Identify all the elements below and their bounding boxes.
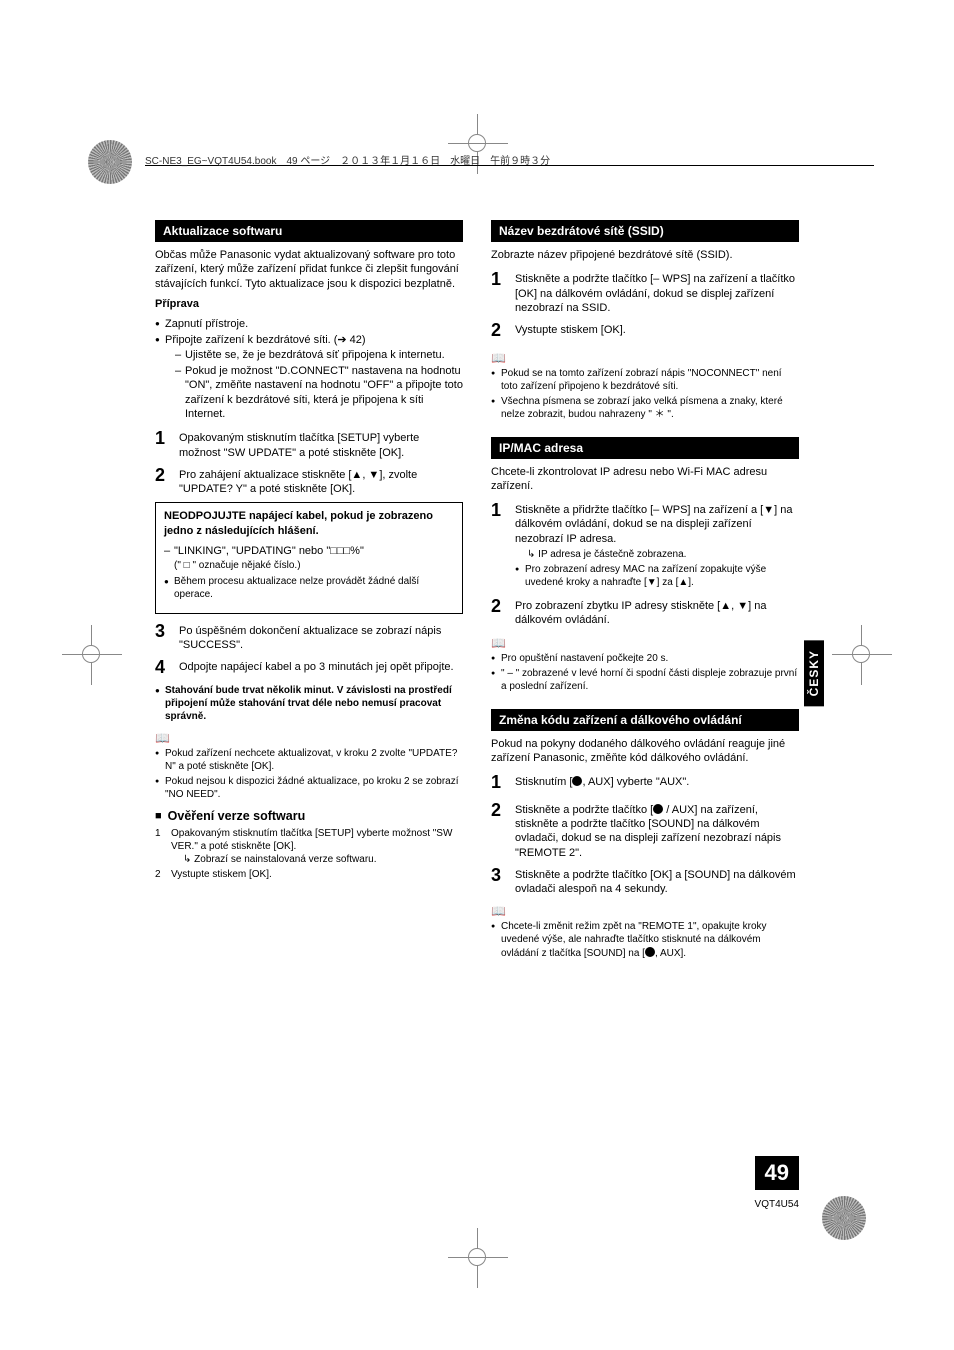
- subsection-head: Ověření verze softwaru: [155, 809, 463, 823]
- bluetooth-icon: [645, 947, 655, 957]
- intro-text: Zobrazte název připojené bezdrátové sítě…: [491, 248, 799, 262]
- crosshair-right: [832, 625, 892, 685]
- step-2: 2 Pro zahájení aktualizace stiskněte [▲,…: [155, 464, 463, 497]
- note-item: Pokud nejsou k dispozici žádné aktualiza…: [155, 775, 463, 801]
- sub-steps: 1 Opakovaným stisknutím tlačítka [SETUP]…: [155, 827, 463, 881]
- header-rule: SC-NE3_EG~VQT4U54.book 49 ページ ２０１３年１月１６日…: [145, 165, 874, 181]
- step-number: 1: [491, 499, 507, 591]
- page-number: 49: [755, 1156, 799, 1190]
- intro-text: Občas může Panasonic vydat aktualizovaný…: [155, 248, 463, 291]
- note-icon: [491, 902, 799, 918]
- bluetooth-icon: [653, 804, 663, 814]
- step-number: 2: [491, 595, 507, 628]
- step-number: 2: [155, 464, 171, 497]
- intro-text: Pokud na pokyny dodaného dálkového ovlád…: [491, 737, 799, 766]
- box-item: "LINKING", "UPDATING" nebo "□□□%" (" □ "…: [164, 544, 454, 573]
- section-head-ssid: Název bezdrátové sítě (SSID): [491, 220, 799, 242]
- section-head-software-update: Aktualizace softwaru: [155, 220, 463, 242]
- warning-box: NEODPOJUJTE napájecí kabel, pokud je zob…: [155, 502, 463, 613]
- intro-text: Chcete-li zkontrolovat IP adresu nebo Wi…: [491, 465, 799, 494]
- box-title: NEODPOJUJTE napájecí kabel, pokud je zob…: [164, 509, 454, 538]
- note-item: Všechna písmena se zobrazí jako velká pí…: [491, 395, 799, 421]
- crosshair-bottom: [448, 1228, 508, 1288]
- section-title: Změna kódu zařízení a dálkového ovládání: [499, 713, 742, 727]
- section-head-remote-code: Změna kódu zařízení a dálkového ovládání: [491, 709, 799, 731]
- print-burst-br: [822, 1196, 866, 1240]
- prep-subitem: Ujistěte se, že je bezdrátová síť připoj…: [175, 348, 463, 362]
- notes-list: Pro opuštění nastavení počkejte 20 s. " …: [491, 652, 799, 693]
- prep-item: Zapnutí přístroje.: [155, 317, 463, 331]
- section-title: IP/MAC adresa: [499, 441, 583, 455]
- step-2: 2 Vystupte stiskem [OK].: [491, 319, 799, 342]
- note-item: Chcete-li změnit režim zpět na "REMOTE 1…: [491, 920, 799, 960]
- section-head-ipmac: IP/MAC adresa: [491, 437, 799, 459]
- step-number: 1: [491, 771, 507, 794]
- right-column: Název bezdrátové sítě (SSID) Zobrazte ná…: [491, 220, 799, 962]
- page-content: Aktualizace softwaru Občas může Panasoni…: [155, 220, 799, 962]
- box-bullet: Během procesu aktualizace nelze provádět…: [164, 575, 454, 601]
- step-2: 2 Pro zobrazení zbytku IP adresy stiskně…: [491, 595, 799, 628]
- step-2: 2 Stiskněte a podržte tlačítko [ / AUX] …: [491, 799, 799, 860]
- note-item: " – " zobrazené v levé horní či spodní č…: [491, 667, 799, 693]
- note-item: Pro opuštění nastavení počkejte 20 s.: [491, 652, 799, 665]
- step-number: 3: [491, 864, 507, 897]
- step-number: 1: [155, 427, 171, 460]
- section-title: Název bezdrátové sítě (SSID): [499, 224, 664, 238]
- step-number: 3: [155, 620, 171, 653]
- step-number: 1: [491, 268, 507, 315]
- header-text: SC-NE3_EG~VQT4U54.book 49 ページ ２０１３年１月１６日…: [145, 156, 550, 167]
- crosshair-left: [62, 625, 122, 685]
- step-4: 4 Odpojte napájecí kabel a po 3 minutách…: [155, 656, 463, 679]
- footer-code: VQT4U54: [755, 1199, 799, 1210]
- note-item: Pokud se na tomto zařízení zobrazí nápis…: [491, 367, 799, 393]
- step-1: 1 Stisknutím [, AUX] vyberte "AUX".: [491, 771, 799, 794]
- language-tab: ČESKY: [804, 640, 824, 706]
- note-icon: [491, 349, 799, 365]
- prep-label: Příprava: [155, 297, 463, 311]
- sub-bullet: Pro zobrazení adresy MAC na zařízení zop…: [515, 563, 799, 589]
- step-number: 2: [491, 319, 507, 342]
- sub-step: 1 Opakovaným stisknutím tlačítka [SETUP]…: [155, 827, 463, 866]
- step-number: 4: [155, 656, 171, 679]
- step-1: 1 Stiskněte a podržte tlačítko [– WPS] n…: [491, 268, 799, 315]
- prep-item: Připojte zařízení k bezdrátové síti. (➔ …: [155, 333, 463, 421]
- left-column: Aktualizace softwaru Občas může Panasoni…: [155, 220, 463, 962]
- warning-text: Stahování bude trvat několik minut. V zá…: [155, 684, 463, 723]
- section-title: Aktualizace softwaru: [163, 224, 282, 238]
- notes-list: Pokud zařízení nechcete aktualizovat, v …: [155, 747, 463, 801]
- step-1: 1 Stiskněte a přidržte tlačítko [– WPS] …: [491, 499, 799, 591]
- notes-list: Chcete-li změnit režim zpět na "REMOTE 1…: [491, 920, 799, 960]
- sub-step: 2 Vystupte stiskem [OK].: [155, 868, 463, 881]
- note-icon: [491, 634, 799, 650]
- prep-list: Zapnutí přístroje. Připojte zařízení k b…: [155, 317, 463, 421]
- bluetooth-icon: [572, 776, 582, 786]
- print-burst-tl: [88, 140, 132, 184]
- step-1: 1 Opakovaným stisknutím tlačítka [SETUP]…: [155, 427, 463, 460]
- note-icon: [155, 729, 463, 745]
- note-item: Pokud zařízení nechcete aktualizovat, v …: [155, 747, 463, 773]
- step-3: 3 Po úspěšném dokončení aktualizace se z…: [155, 620, 463, 653]
- step-3: 3 Stiskněte a podržte tlačítko [OK] a [S…: [491, 864, 799, 897]
- step-number: 2: [491, 799, 507, 860]
- prep-subitem: Pokud je možnost "D.CONNECT" nastavena n…: [175, 364, 463, 421]
- notes-list: Pokud se na tomto zařízení zobrazí nápis…: [491, 367, 799, 421]
